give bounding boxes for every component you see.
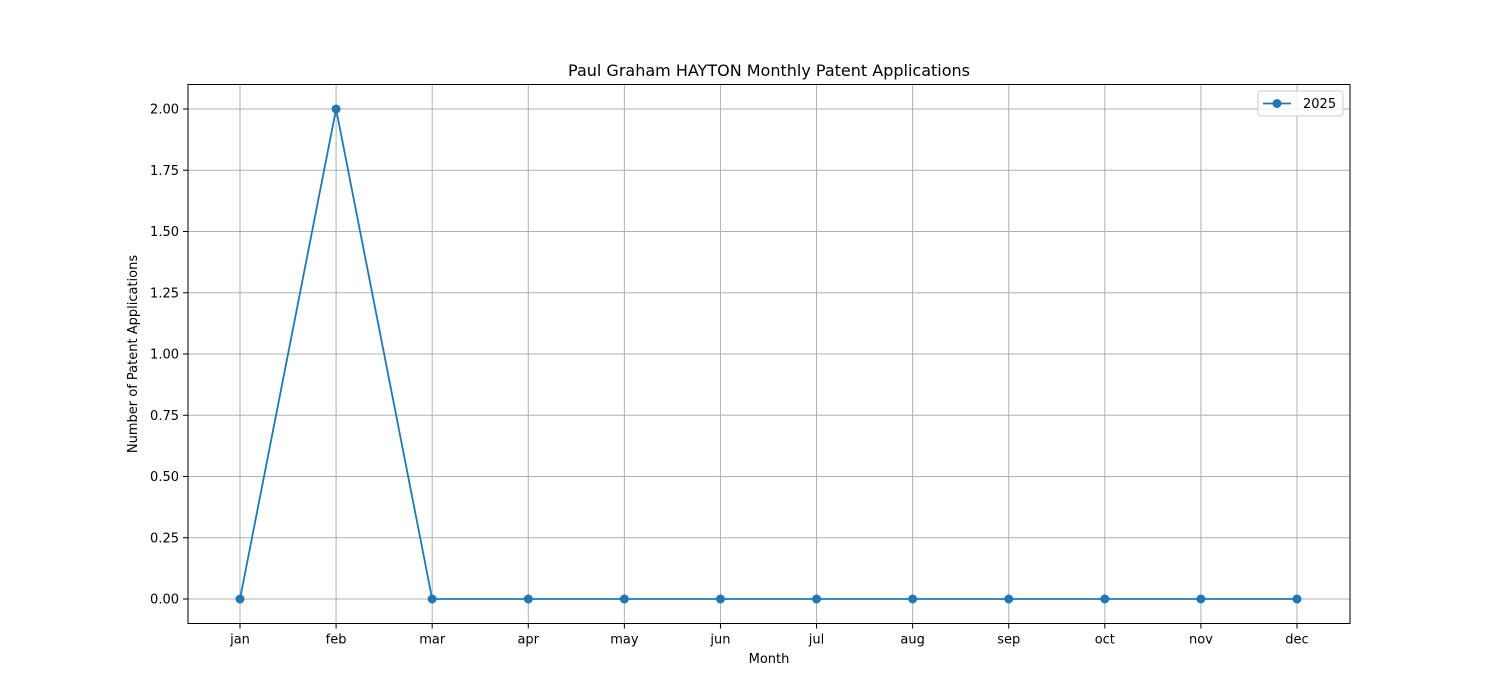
data-point-mar <box>428 595 437 604</box>
x-tick-label-nov: nov <box>1189 633 1213 648</box>
data-point-jun <box>716 595 725 604</box>
x-tick-label-mar: mar <box>419 633 446 648</box>
x-tick-label-jan: jan <box>229 633 250 648</box>
legend-marker-2025 <box>1273 99 1282 108</box>
data-point-feb <box>332 105 341 114</box>
y-axis-label: Number of Patent Applications <box>126 255 141 453</box>
x-tick-label-may: may <box>610 633 639 648</box>
chart-title: Paul Graham HAYTON Monthly Patent Applic… <box>568 61 970 80</box>
legend-label-2025: 2025 <box>1303 97 1336 112</box>
data-point-jan <box>236 595 245 604</box>
x-tick-label-jul: jul <box>808 633 824 648</box>
y-tick-label-2.00: 2.00 <box>150 103 179 118</box>
x-tick-label-dec: dec <box>1285 633 1308 648</box>
y-tick-label-1.50: 1.50 <box>150 225 179 240</box>
y-tick-label-0.75: 0.75 <box>150 409 179 424</box>
data-point-dec <box>1293 595 1302 604</box>
x-tick-label-aug: aug <box>900 633 924 648</box>
y-tick-label-1.75: 1.75 <box>150 164 179 179</box>
x-tick-label-feb: feb <box>326 633 347 648</box>
x-tick-label-apr: apr <box>517 633 539 648</box>
y-tick-label-1.00: 1.00 <box>150 348 179 363</box>
y-tick-label-0.50: 0.50 <box>150 470 179 485</box>
x-tick-label-oct: oct <box>1095 633 1115 648</box>
x-axis-label: Month <box>749 652 790 667</box>
data-point-sep <box>1004 595 1013 604</box>
data-point-jul <box>812 595 821 604</box>
data-point-aug <box>908 595 917 604</box>
data-point-nov <box>1196 595 1205 604</box>
y-tick-label-1.25: 1.25 <box>150 286 179 301</box>
y-tick-label-0.25: 0.25 <box>150 531 179 546</box>
data-point-oct <box>1100 595 1109 604</box>
x-tick-label-sep: sep <box>997 633 1020 648</box>
data-point-may <box>620 595 629 604</box>
data-point-apr <box>524 595 533 604</box>
legend: 2025 <box>1258 91 1343 116</box>
x-tick-label-jun: jun <box>709 633 730 648</box>
y-tick-label-0.00: 0.00 <box>150 593 179 608</box>
